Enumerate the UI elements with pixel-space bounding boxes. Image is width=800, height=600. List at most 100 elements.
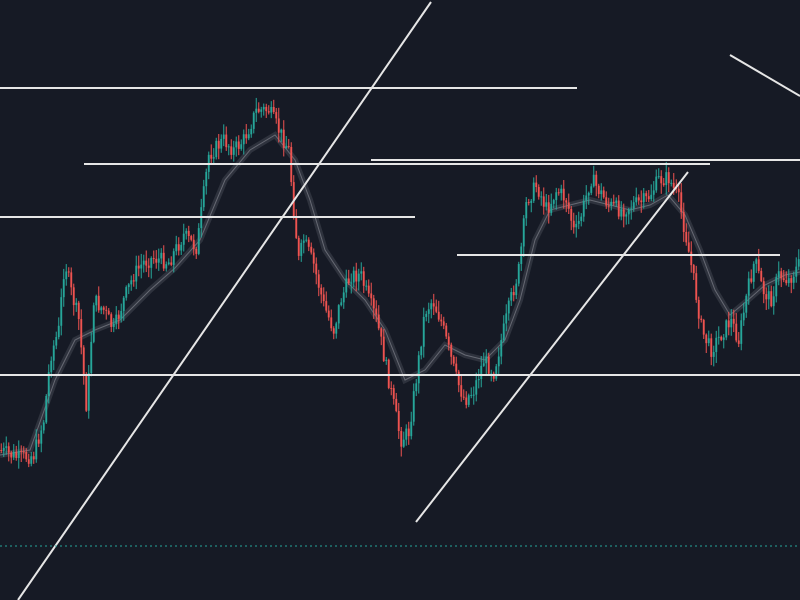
candle-up [555, 187, 558, 210]
candle-down [137, 255, 140, 277]
candle-up [725, 319, 728, 341]
candle-down [310, 242, 313, 255]
candle-down [82, 345, 85, 385]
candle-up [477, 368, 480, 389]
candle-up [755, 257, 758, 274]
candle-down [757, 248, 760, 274]
candle-down [277, 107, 280, 143]
candle-up [650, 184, 653, 202]
candle-up [62, 268, 65, 307]
candle-down [765, 287, 768, 310]
candle-up [472, 386, 475, 405]
candle-up [630, 200, 633, 220]
candle-up [247, 128, 250, 141]
candle-up [717, 326, 720, 345]
moving-average-layer [0, 131, 800, 458]
candle-up [412, 383, 415, 426]
trend-line[interactable] [415, 171, 689, 523]
candle-down [372, 294, 375, 319]
candle-up [467, 393, 470, 408]
candle-up [402, 431, 405, 448]
candle-up [242, 129, 245, 155]
candle-down [750, 269, 753, 284]
candle-up [747, 271, 750, 305]
candle-up [795, 257, 798, 283]
candle-up [270, 101, 273, 119]
candle-up [532, 177, 535, 203]
candle-up [255, 97, 258, 122]
trend-line[interactable] [17, 1, 432, 600]
candle-up [150, 256, 153, 279]
candle-down [10, 450, 13, 464]
candle-up [122, 295, 125, 321]
candle-up [517, 261, 520, 287]
candle-up [540, 191, 543, 206]
candle-up [17, 440, 20, 469]
candle-down [677, 185, 680, 202]
candle-up [130, 275, 133, 291]
candle-down [690, 241, 693, 273]
candle-up [560, 184, 563, 201]
candle-up [352, 266, 355, 288]
candle-up [250, 124, 253, 138]
candle-down [637, 194, 640, 205]
candle-up [550, 193, 553, 216]
candle-up [620, 201, 623, 221]
candle-down [377, 305, 380, 331]
trend-line[interactable] [729, 54, 800, 97]
candle-down [450, 342, 453, 365]
candle-up [45, 394, 48, 424]
candle-down [687, 231, 690, 253]
candle-down [295, 209, 298, 240]
candle-down [177, 237, 180, 256]
candle-up [580, 213, 583, 227]
candle-up [160, 248, 163, 265]
candle-up [792, 271, 795, 290]
candle-up [205, 168, 208, 195]
candle-up [285, 135, 288, 150]
candle-up [55, 331, 58, 350]
candle-down [442, 316, 445, 330]
candle-up [335, 321, 338, 339]
candle-up [552, 198, 555, 209]
candle-up [252, 111, 255, 134]
candle-up [777, 261, 780, 286]
candle-up [302, 234, 305, 254]
candle-up [337, 304, 340, 329]
candle-down [572, 212, 575, 234]
candle-up [507, 297, 510, 321]
candle-up [172, 248, 175, 273]
candle-down [492, 371, 495, 382]
candle-down [322, 287, 325, 307]
candle-down [605, 191, 608, 209]
candle-down [315, 257, 318, 285]
candle-up [772, 286, 775, 315]
candle-up [775, 273, 778, 303]
candle-down [557, 188, 560, 196]
candle-down [780, 267, 783, 288]
candle-up [525, 197, 528, 226]
candle-up [415, 378, 418, 397]
candle-down [245, 124, 248, 144]
candle-up [510, 287, 513, 306]
candle-down [20, 445, 23, 462]
candle-up [202, 179, 205, 211]
candle-up [87, 364, 90, 419]
candle-down [170, 256, 173, 267]
candle-up [545, 194, 548, 211]
candle-up [610, 198, 613, 211]
candle-down [265, 103, 268, 118]
candle-down [737, 332, 740, 348]
candle-down [452, 355, 455, 367]
candle-up [30, 451, 33, 467]
candle-up [360, 262, 363, 281]
candle-up [600, 183, 603, 201]
candle-up [632, 196, 635, 212]
candle-up [410, 411, 413, 440]
candle-down [685, 223, 688, 246]
candle-down [602, 186, 605, 199]
candle-up [405, 424, 408, 446]
candle-down [230, 139, 233, 160]
